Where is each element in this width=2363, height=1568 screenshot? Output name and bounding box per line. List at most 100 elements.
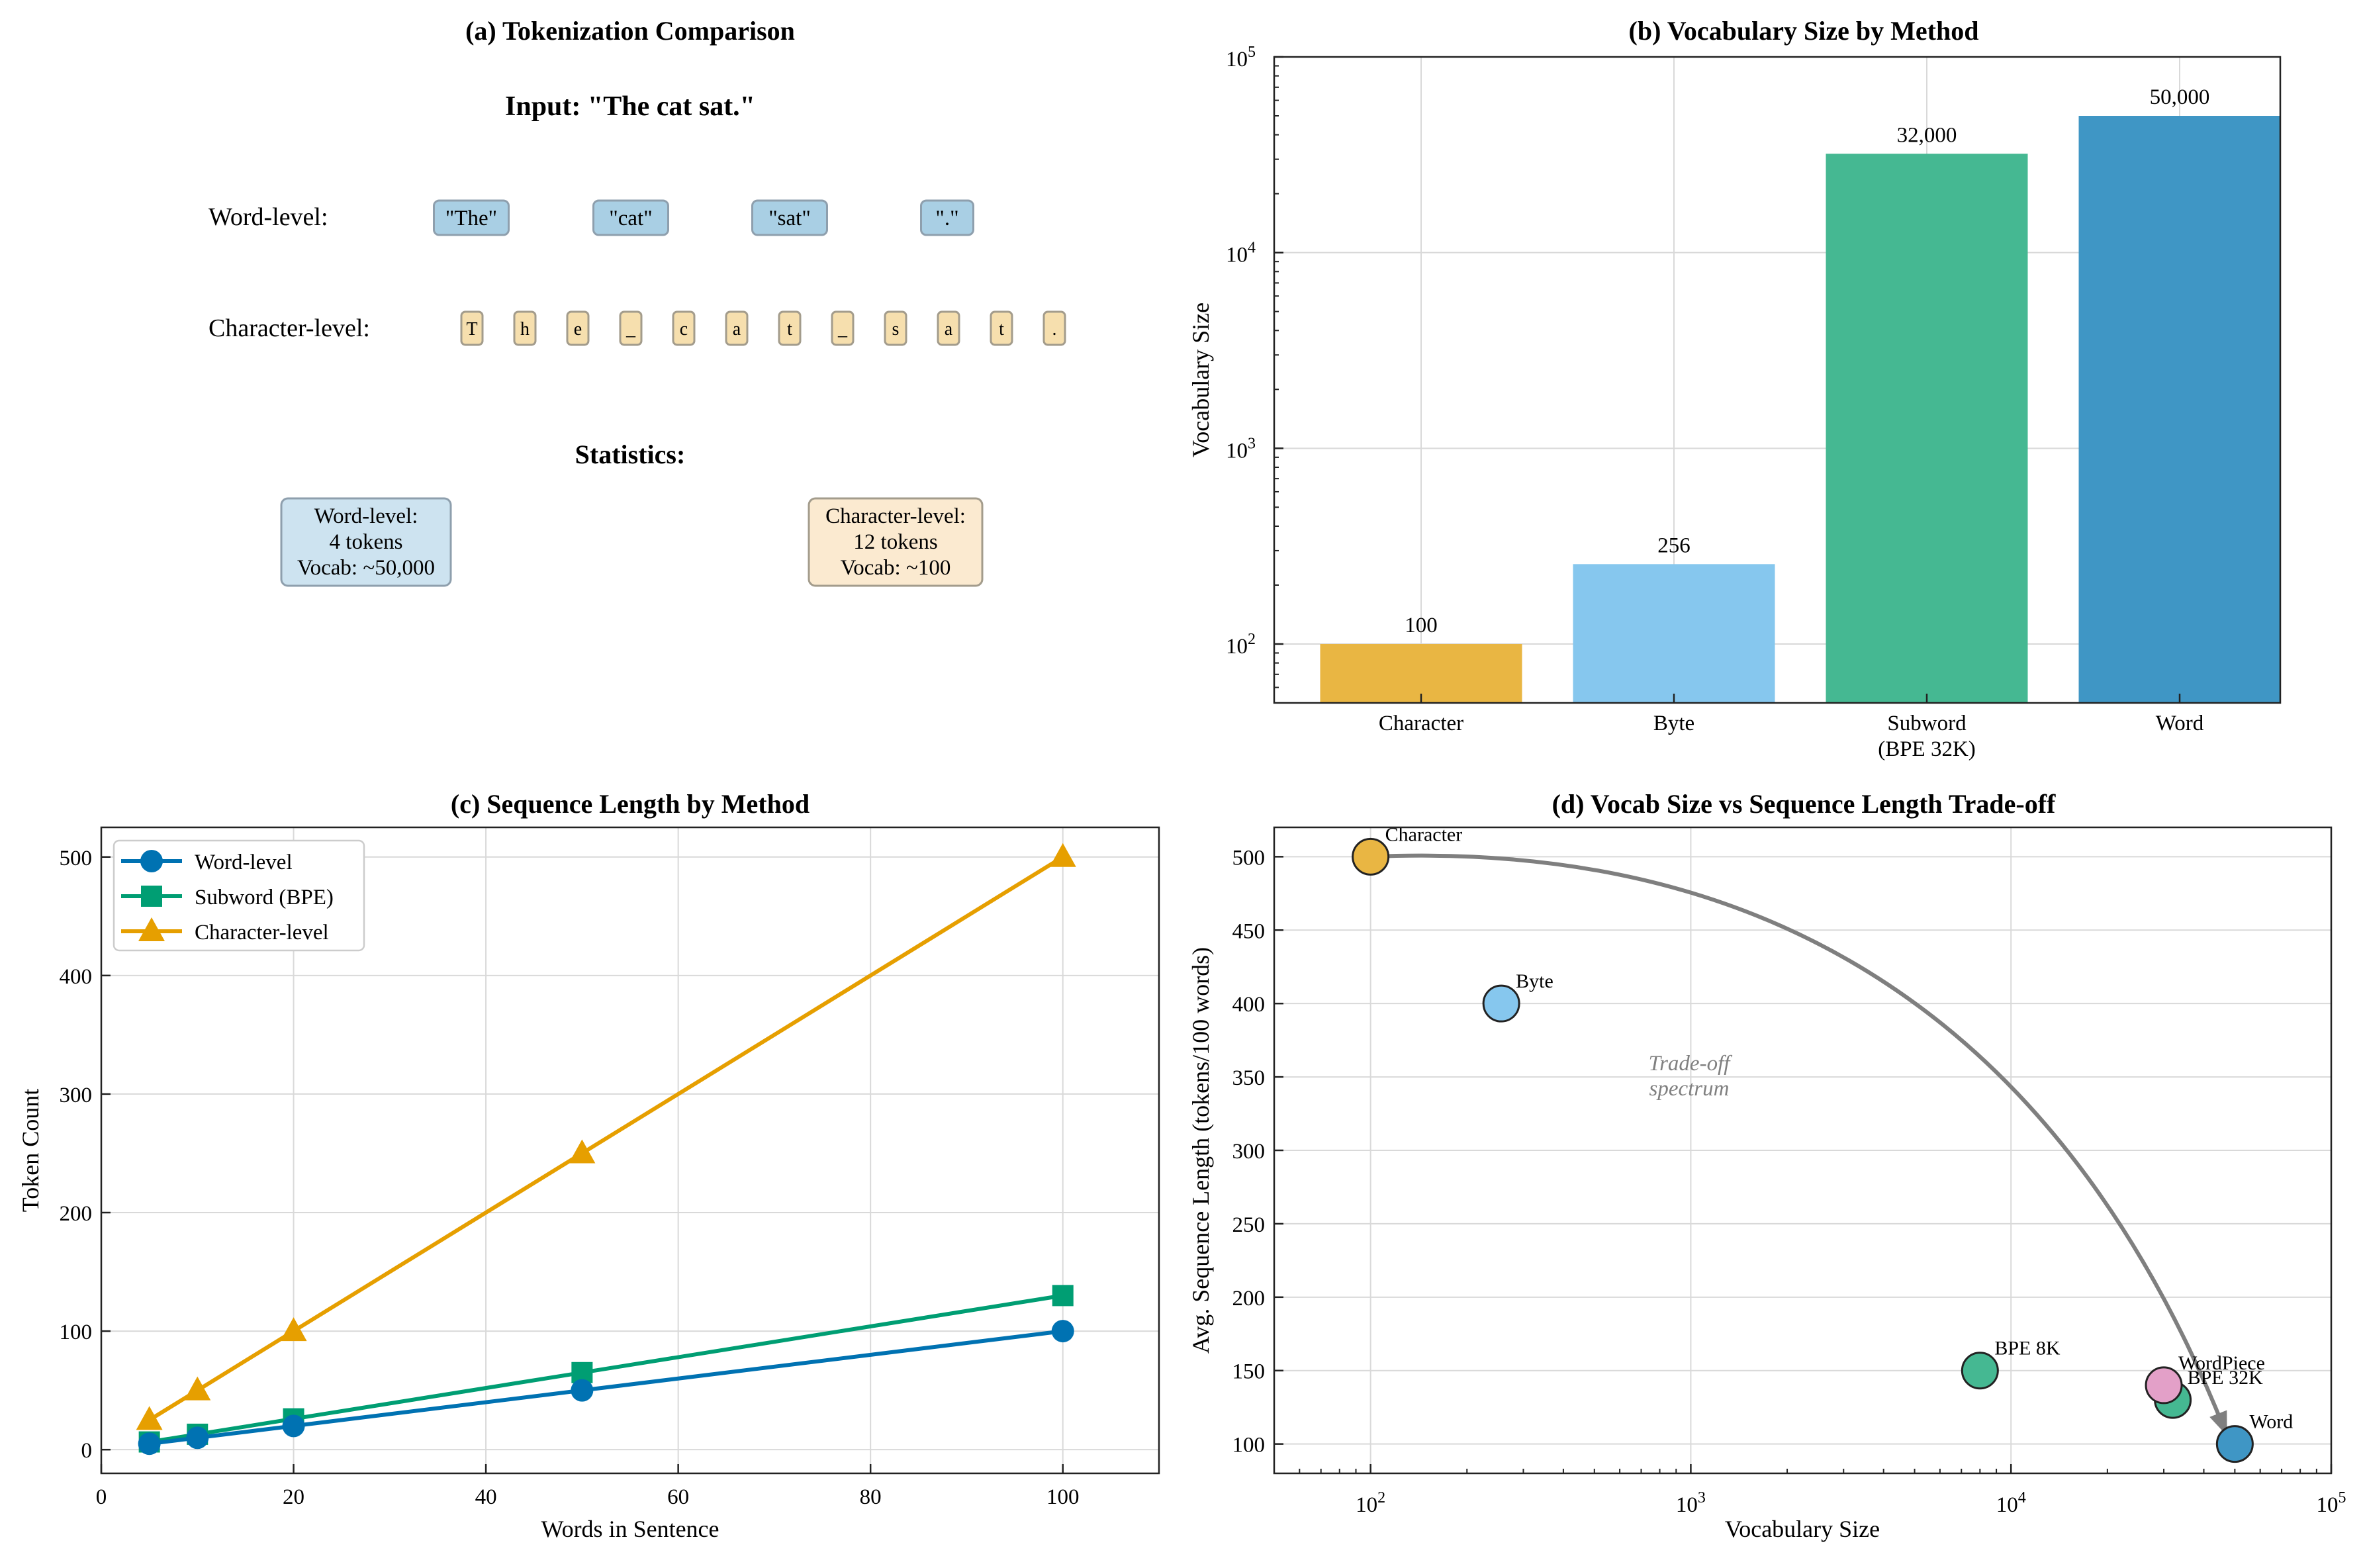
d-arrow-head bbox=[2209, 1410, 2227, 1436]
panel-c-xlabel: Words in Sentence bbox=[541, 1516, 719, 1542]
c-point bbox=[571, 1379, 594, 1402]
d-ytick-label: 150 bbox=[1232, 1360, 1266, 1384]
panel-b-bars: 100 256 32,000 50,000 bbox=[1320, 85, 2281, 703]
d-point: BPE 8K bbox=[1961, 1338, 2061, 1390]
b-bar-value-label: 50,000 bbox=[2150, 85, 2210, 109]
d-point-label: WordPiece bbox=[2178, 1352, 2265, 1374]
d-point-label: Word bbox=[2249, 1411, 2293, 1433]
b-ytick-label-base: 10 bbox=[1226, 244, 1248, 267]
b-ytick-label: 105 bbox=[1226, 44, 1256, 71]
d-xtick-label: 103 bbox=[1676, 1489, 1706, 1517]
d-xtick-label-exponent: 2 bbox=[1377, 1489, 1385, 1506]
word-token-box bbox=[433, 199, 510, 236]
d-ytick-label: 400 bbox=[1232, 993, 1266, 1017]
d-ytick-label: 200 bbox=[1232, 1287, 1266, 1311]
d-point-marker bbox=[1961, 1352, 1999, 1390]
panel-c-ylabel: Token Count bbox=[17, 1089, 44, 1212]
d-point: Character bbox=[1352, 823, 1462, 876]
word-token-box bbox=[920, 199, 974, 236]
word-token-text: "The" bbox=[445, 207, 497, 230]
word-token-row: "The" "cat" "sat" "." bbox=[433, 199, 974, 236]
char-token-text: . bbox=[1052, 319, 1057, 340]
d-ytick-label: 350 bbox=[1232, 1066, 1266, 1090]
tradeoff-annotation-line-1: Trade-off bbox=[1649, 1052, 1733, 1076]
b-ytick-label-exponent: 3 bbox=[1248, 435, 1256, 452]
word-stats-line-1: Word-level: bbox=[314, 504, 418, 528]
word-row-label: Word-level: bbox=[208, 203, 328, 231]
panel-b-title: (b) Vocabulary Size by Method bbox=[1629, 16, 1979, 46]
b-xtick-sublabel: (BPE 32K) bbox=[1878, 737, 1976, 761]
c-ytick-label: 300 bbox=[60, 1084, 93, 1107]
panel-c-legend: Word-level Subword (BPE) Character-level bbox=[113, 839, 365, 952]
c-point bbox=[1049, 843, 1076, 867]
char-stats-line-3: Vocab: ~100 bbox=[841, 556, 951, 580]
b-ytick-label: 104 bbox=[1226, 240, 1256, 267]
b-xtick-label: Character bbox=[1379, 712, 1463, 735]
d-ytick-label: 450 bbox=[1232, 919, 1266, 943]
d-ytick-label: 100 bbox=[1232, 1434, 1266, 1457]
d-point: WordPiece bbox=[2145, 1352, 2265, 1405]
word-token: "cat" bbox=[592, 199, 669, 236]
word-token-text: "." bbox=[935, 207, 958, 230]
char-token-box bbox=[513, 310, 537, 346]
b-ytick-label-exponent: 4 bbox=[1248, 240, 1256, 257]
char-stats-box: Character-level: 12 tokens Vocab: ~100 bbox=[808, 497, 984, 587]
word-stats-background bbox=[280, 497, 452, 587]
char-token: _ bbox=[619, 310, 643, 346]
panel-d-gridlines bbox=[1274, 827, 2331, 1473]
word-stats-line-2: 4 tokens bbox=[330, 530, 403, 554]
d-ytick-label: 500 bbox=[1232, 846, 1266, 870]
d-xtick-label-base: 10 bbox=[1996, 1493, 2018, 1517]
d-xtick-label-base: 10 bbox=[1676, 1493, 1698, 1517]
panel-d-ylabel: Avg. Sequence Length (tokens/100 words) bbox=[1187, 947, 1214, 1354]
d-point: Byte bbox=[1482, 970, 1553, 1023]
word-token: "." bbox=[920, 199, 974, 236]
char-token-box bbox=[937, 310, 960, 346]
char-token-text: e bbox=[574, 319, 582, 340]
char-token-text: t bbox=[787, 319, 792, 340]
panel-a-tokenization-comparison: (a) Tokenization Comparison Input: "The … bbox=[208, 16, 1066, 587]
char-token-box bbox=[460, 310, 484, 346]
panel-d-title: (d) Vocab Size vs Sequence Length Trade-… bbox=[1552, 789, 2056, 819]
c-ytick-label: 500 bbox=[60, 847, 93, 870]
d-ytick-label: 250 bbox=[1232, 1213, 1266, 1237]
char-token-box bbox=[1042, 310, 1066, 346]
c-xtick-label: 0 bbox=[96, 1485, 107, 1509]
word-token: "sat" bbox=[751, 199, 828, 236]
char-token: c bbox=[672, 310, 696, 346]
char-token-text: s bbox=[892, 319, 900, 340]
d-point-marker bbox=[2145, 1366, 2183, 1405]
char-token-text: a bbox=[733, 319, 741, 340]
char-stats-background bbox=[808, 497, 984, 587]
legend-marker bbox=[140, 850, 163, 872]
b-ytick-label-exponent: 5 bbox=[1248, 44, 1256, 61]
d-point-label: BPE 32K bbox=[2188, 1367, 2264, 1389]
char-token: a bbox=[937, 310, 960, 346]
b-xtick-label: Word bbox=[2156, 712, 2204, 735]
word-token-box bbox=[592, 199, 669, 236]
d-arrow-path bbox=[1370, 853, 2228, 1433]
b-ytick-label-base: 10 bbox=[1226, 48, 1248, 71]
d-point-marker bbox=[1352, 837, 1390, 876]
b-bar bbox=[1320, 643, 1522, 703]
d-point: Word bbox=[2215, 1411, 2293, 1463]
char-token: t bbox=[990, 310, 1013, 346]
panel-a-title: (a) Tokenization Comparison bbox=[465, 16, 795, 46]
char-token: e bbox=[566, 310, 590, 346]
c-ytick-label: 0 bbox=[81, 1439, 93, 1463]
word-token-box bbox=[751, 199, 828, 236]
b-ytick-label-base: 10 bbox=[1226, 439, 1248, 463]
panel-d-tradeoff-scatter: (d) Vocab Size vs Sequence Length Trade-… bbox=[1187, 789, 2346, 1542]
legend-marker bbox=[141, 886, 162, 907]
char-token-text: _ bbox=[626, 319, 636, 340]
c-ytick-label: 100 bbox=[60, 1320, 93, 1344]
c-point bbox=[1052, 1285, 1074, 1307]
panel-c-axes: 0 20 40 60 80 100 0 100 200 300 400 500 bbox=[60, 847, 1080, 1509]
legend-box bbox=[113, 839, 365, 952]
c-ytick-label: 400 bbox=[60, 965, 93, 989]
word-token: "The" bbox=[433, 199, 510, 236]
panel-d-tradeoff-arrow bbox=[1370, 853, 2228, 1436]
